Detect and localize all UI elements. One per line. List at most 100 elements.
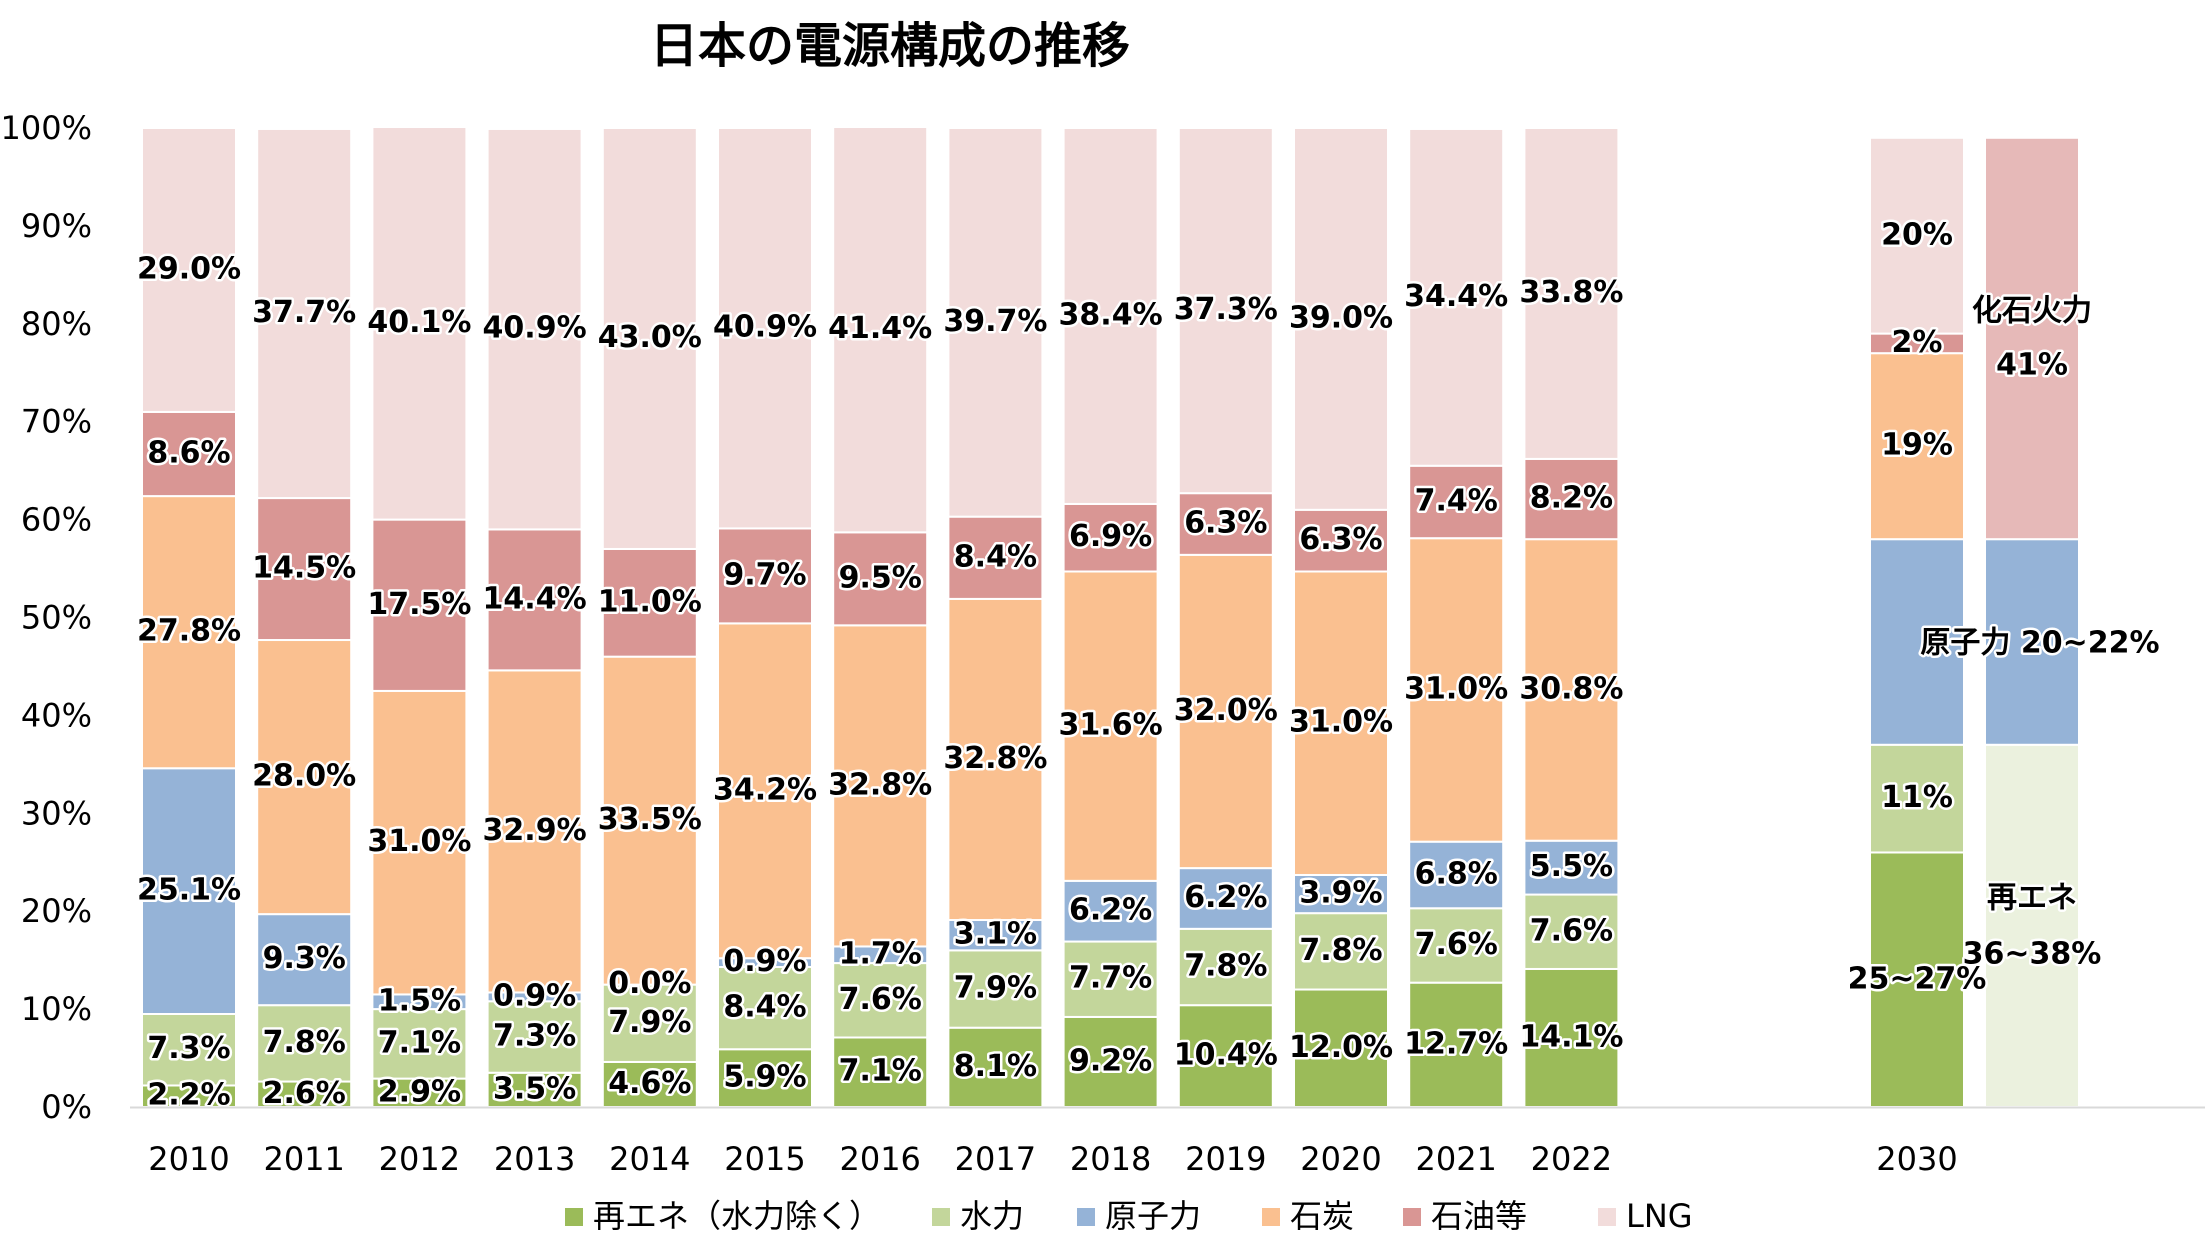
data-label-2030: 19%	[1881, 428, 1953, 463]
legend-swatch	[1077, 1208, 1095, 1226]
bar-segment	[141, 410, 237, 498]
data-label: 3.9%	[1299, 876, 1382, 911]
label-renewables: 再エネ	[1987, 881, 2077, 916]
bar-segment	[947, 127, 1044, 518]
legend-swatch	[1598, 1208, 1616, 1226]
bar-segment	[141, 127, 237, 413]
bar-segment	[1293, 508, 1389, 573]
data-label: 11.0%	[598, 584, 702, 619]
legend-label: 水力	[960, 1197, 1024, 1235]
data-label: 7.9%	[954, 971, 1037, 1006]
data-label: 7.3%	[493, 1019, 576, 1054]
bar-segment	[141, 1012, 237, 1087]
data-label: 14.5%	[252, 551, 356, 586]
bar-segment	[1177, 127, 1274, 495]
bar-segment	[1408, 537, 1505, 843]
bar-segment	[601, 127, 698, 550]
y-axis: 0% 10% 20% 30% 40% 50% 60% 70% 80% 90% 100%	[1, 109, 92, 1126]
bar-segment-2030-summary	[1984, 136, 2080, 541]
legend-label: 再エネ（水力除く）	[593, 1197, 881, 1235]
bar-segment-2030-summary	[1984, 743, 2080, 1109]
bar-segment	[947, 515, 1044, 600]
x-axis: 2010 2011 2012 2013 2014 2015 2016 2017 2018 2019…	[130, 1106, 2205, 1178]
bar-segment	[371, 518, 468, 692]
data-label: 3.1%	[954, 917, 1037, 952]
data-label: 39.0%	[1289, 300, 1393, 335]
bar-segment	[1177, 867, 1274, 930]
bar-segment	[832, 126, 929, 534]
bar-segment	[947, 1026, 1044, 1109]
data-label: 31.0%	[1404, 671, 1508, 706]
data-label: 0.9%	[723, 944, 806, 979]
legend-label: 石炭	[1290, 1197, 1354, 1235]
bar-segment	[717, 127, 813, 530]
x-tick-label: 2012	[379, 1140, 460, 1178]
data-label: 29.0%	[137, 251, 241, 286]
data-label: 31.0%	[1289, 705, 1393, 740]
bar-segment	[601, 983, 698, 1063]
bar-segment	[256, 127, 353, 500]
bar-segment	[256, 913, 353, 1007]
bar-segment-2030	[1869, 743, 1965, 854]
data-label: 12.7%	[1404, 1026, 1508, 1061]
data-label: 6.2%	[1069, 893, 1152, 928]
bar-segment	[601, 655, 698, 986]
data-label: 7.6%	[1415, 927, 1498, 962]
data-label: 7.1%	[839, 1054, 922, 1089]
x-tick-label: 2021	[1415, 1140, 1496, 1178]
data-label: 9.3%	[263, 941, 346, 976]
data-label: 32.0%	[1174, 693, 1278, 728]
data-label: 37.3%	[1174, 292, 1278, 327]
bar-segment	[1523, 893, 1620, 970]
x-tick-label: 2018	[1070, 1140, 1151, 1178]
data-label: 39.7%	[943, 304, 1047, 339]
data-label: 8.4%	[723, 990, 806, 1025]
data-label: 1.7%	[839, 936, 922, 971]
data-label: 7.1%	[378, 1025, 461, 1060]
bar-segment	[371, 689, 468, 996]
data-label: 17.5%	[367, 587, 471, 622]
bar-segment	[832, 962, 929, 1039]
bar-segment	[717, 622, 813, 960]
data-labels: 2.2%7.3%25.1%27.8%8.6%29.0%2.6%7.8%9.3%2…	[134, 215, 2162, 1115]
data-label: 1.5%	[378, 983, 461, 1018]
bar-segment	[371, 1077, 468, 1109]
x-tick-label: 2016	[839, 1140, 920, 1178]
data-label: 31.0%	[367, 824, 471, 859]
data-label: 8.2%	[1530, 481, 1613, 516]
bar-segment	[1523, 967, 1620, 1108]
y-tick-label: 30%	[21, 794, 92, 832]
bar-segment	[1408, 127, 1505, 467]
data-label: 32.8%	[828, 767, 932, 802]
label-fossil: 化石火力	[1972, 294, 2092, 329]
y-tick-label: 0%	[41, 1088, 92, 1126]
legend: 再エネ（水力除く） 水力 原子力 石炭 石油等 LNG	[565, 1197, 1693, 1235]
data-label: 32.8%	[943, 741, 1047, 776]
data-label: 8.1%	[954, 1049, 1037, 1084]
data-label: 31.6%	[1059, 708, 1163, 743]
data-label: 9.7%	[723, 557, 806, 592]
data-label: 0.0%	[608, 966, 691, 1001]
bar-segment	[486, 528, 583, 672]
bar-segment	[1293, 570, 1389, 876]
data-label: 7.8%	[263, 1025, 346, 1060]
data-label: 7.9%	[608, 1005, 691, 1040]
data-label: 14.1%	[1519, 1019, 1623, 1054]
bar-segment	[1062, 570, 1159, 882]
y-tick-label: 50%	[21, 599, 92, 637]
bar-segment	[947, 949, 1044, 1029]
bar-segment	[832, 531, 929, 627]
data-label: 30.8%	[1519, 671, 1623, 706]
bar-segment	[1062, 879, 1159, 943]
bar-segment-2030	[1869, 538, 1965, 746]
bar-segment	[1293, 873, 1389, 915]
label-nuclear-2030: 原子力 20~22%	[1920, 626, 2159, 661]
data-label: 34.4%	[1404, 279, 1508, 314]
x-tick-label: 2014	[609, 1140, 690, 1178]
data-label: 5.9%	[723, 1060, 806, 1095]
bar-segment-2030-summary	[1984, 538, 2080, 746]
bar-segment	[947, 597, 1044, 922]
bar-segment	[1523, 127, 1620, 460]
legend-swatch	[565, 1208, 583, 1226]
bar-segment	[1408, 907, 1505, 984]
